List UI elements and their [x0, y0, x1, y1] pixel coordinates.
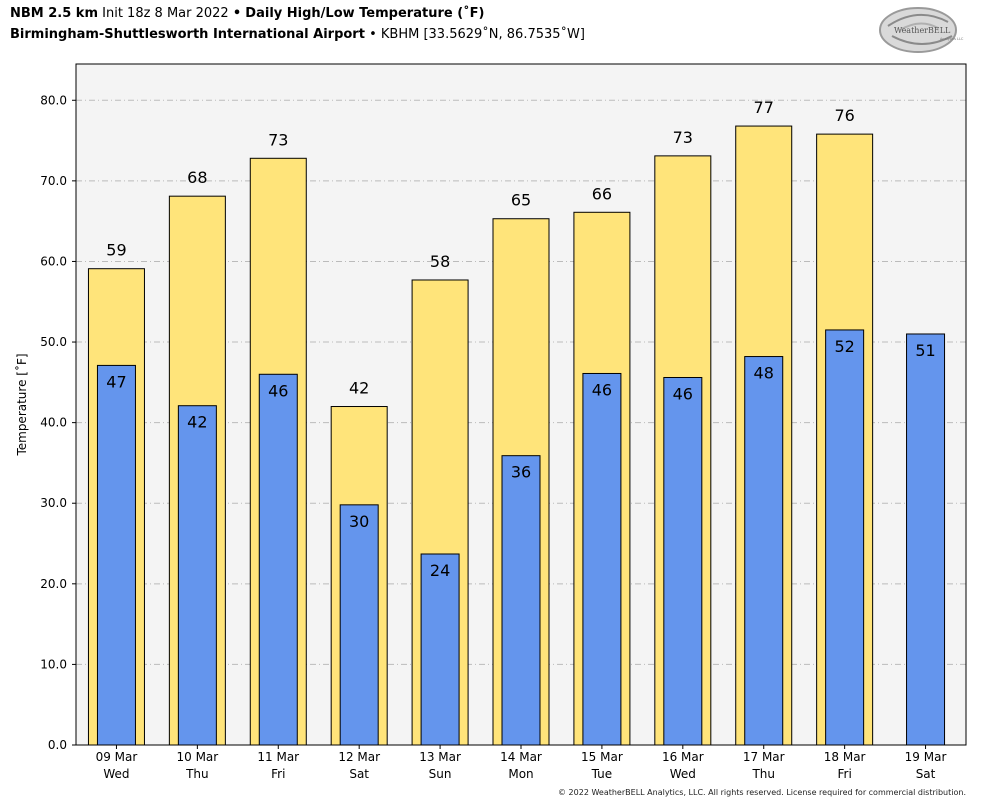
x-tick-day: Thu [185, 767, 209, 781]
low-temp-label: 24 [430, 561, 450, 580]
x-tick-day: Fri [837, 767, 851, 781]
high-temp-label: 42 [349, 379, 369, 398]
y-tick-label: 40.0 [40, 416, 67, 430]
low-temp-bar [177, 405, 217, 746]
x-tick-date: 11 Mar [257, 750, 299, 764]
high-temp-label: 59 [106, 241, 126, 260]
y-tick-label: 60.0 [40, 254, 67, 268]
low-temp-bar [582, 372, 622, 746]
chart-subtitle: Birmingham-Shuttlesworth International A… [10, 27, 585, 42]
x-tick-date: 10 Mar [176, 750, 218, 764]
station-info: KBHM [33.5629˚N, 86.7535˚W] [380, 27, 585, 42]
chart-title: NBM 2.5 km Init 18z 8 Mar 2022 • Daily H… [10, 6, 484, 21]
low-temp-bar [258, 373, 298, 746]
y-axis: 0.0 10.0 20.0 30.0 40.0 50.0 60.0 70.0 80.0 [40, 93, 76, 752]
low-temp-bar [501, 455, 541, 746]
y-axis-label: Temperature [˚F] [14, 353, 29, 456]
x-tick-date: 17 Mar [743, 750, 785, 764]
x-tick-day: Thu [751, 767, 775, 781]
x-tick-day: Tue [591, 767, 613, 781]
x-tick-date: 09 Mar [96, 750, 138, 764]
model-name: NBM 2.5 km [10, 6, 98, 21]
low-temp-label: 46 [592, 380, 612, 399]
low-temp-bar [96, 364, 136, 746]
plot-frame [75, 63, 967, 746]
low-temp-bar [339, 504, 379, 746]
x-tick-day: Fri [271, 767, 285, 781]
x-axis: 09 Mar Wed 10 Mar Thu 11 Mar Fri 12 Mar Sat 13 M… [96, 745, 947, 781]
subtitle-bullet: • [369, 27, 377, 42]
low-temp-label: 48 [754, 364, 774, 383]
x-tick-day: Sun [429, 767, 452, 781]
high-temp-label: 58 [430, 252, 450, 271]
low-temp-label: 51 [915, 341, 935, 360]
high-temp-label: 66 [592, 184, 612, 203]
x-tick-day: Sat [916, 767, 936, 781]
y-tick-label: 50.0 [40, 335, 67, 349]
high-temp-label: 76 [834, 106, 854, 125]
x-tick-date: 16 Mar [662, 750, 704, 764]
low-temp-label: 52 [834, 337, 854, 356]
copyright-notice: © 2022 WeatherBELL Analytics, LLC. All r… [558, 788, 966, 797]
x-tick-day: Mon [508, 767, 533, 781]
init-time: Init 18z 8 Mar 2022 [102, 6, 229, 21]
low-temp-bar [663, 377, 703, 746]
high-temp-label: 73 [268, 130, 288, 149]
low-temp-bar [825, 329, 865, 746]
x-tick-day: Wed [103, 767, 129, 781]
high-temp-label: 68 [187, 168, 207, 187]
low-temp-label: 42 [187, 413, 207, 432]
product-name: Daily High/Low Temperature (˚F) [245, 6, 485, 21]
x-tick-date: 15 Mar [581, 750, 623, 764]
low-temp-label: 30 [349, 512, 369, 531]
x-tick-day: Wed [670, 767, 696, 781]
y-tick-label: 10.0 [40, 657, 67, 671]
low-temp-label: 46 [673, 385, 693, 404]
high-temp-label: 77 [754, 98, 774, 117]
title-bullet: • [232, 6, 242, 21]
x-tick-date: 14 Mar [500, 750, 542, 764]
y-tick-label: 70.0 [40, 174, 67, 188]
bars: 59 47 68 42 73 46 42 30 58 24 65 36 66 46 73 46 77 48 76 52… [87, 98, 946, 746]
low-temp-label: 36 [511, 463, 531, 482]
weatherbell-logo: WeatherBELL Analytics LLC [879, 7, 964, 53]
x-tick-date: 12 Mar [338, 750, 380, 764]
high-temp-label: 73 [673, 128, 693, 147]
station-name: Birmingham-Shuttlesworth International A… [10, 27, 365, 42]
low-temp-bar [420, 553, 460, 746]
x-tick-date: 18 Mar [824, 750, 866, 764]
low-temp-bar [906, 333, 946, 746]
low-temp-label: 46 [268, 381, 288, 400]
low-temp-bar [744, 356, 784, 746]
high-temp-label: 65 [511, 191, 531, 210]
x-tick-date: 13 Mar [419, 750, 461, 764]
x-tick-day: Sat [349, 767, 369, 781]
logo-text: WeatherBELL [894, 26, 951, 35]
y-tick-label: 80.0 [40, 93, 67, 107]
low-temp-label: 47 [106, 372, 126, 391]
y-tick-label: 0.0 [48, 738, 67, 752]
x-tick-date: 19 Mar [905, 750, 947, 764]
y-tick-label: 20.0 [40, 577, 67, 591]
logo-subtext: Analytics LLC [940, 37, 964, 41]
y-tick-label: 30.0 [40, 496, 67, 510]
